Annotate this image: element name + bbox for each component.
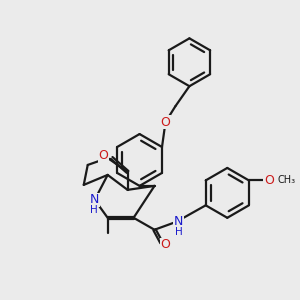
Text: CH₃: CH₃ xyxy=(278,176,296,185)
Text: O: O xyxy=(99,149,109,163)
Text: H: H xyxy=(90,205,98,215)
Text: O: O xyxy=(160,238,170,251)
Text: N: N xyxy=(90,193,99,206)
Text: H: H xyxy=(175,227,182,237)
Text: O: O xyxy=(264,174,274,187)
Text: N: N xyxy=(174,215,183,228)
Text: O: O xyxy=(160,116,170,129)
